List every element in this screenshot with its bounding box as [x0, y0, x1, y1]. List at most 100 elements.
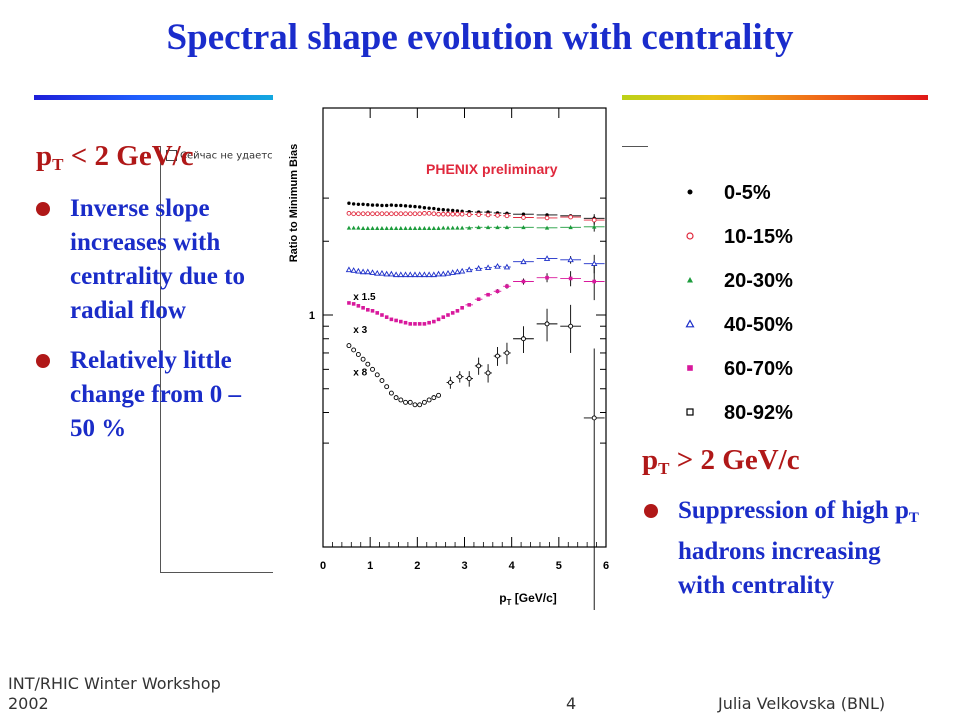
legend-label: 40-50%: [724, 314, 793, 336]
data-point: [436, 207, 441, 212]
data-point: [378, 269, 386, 276]
data-point: [370, 366, 375, 372]
right-bullet-sub: T: [908, 510, 919, 526]
data-point: [450, 311, 455, 315]
data-point: [380, 203, 384, 208]
data-point: [370, 226, 375, 231]
legend-label: 80-92%: [724, 402, 793, 420]
data-point: [370, 203, 375, 207]
data-point: [495, 225, 500, 230]
data-point: [446, 313, 450, 317]
data-point: [446, 208, 450, 212]
x-tick-label: 6: [603, 560, 609, 572]
figure-frame-bottom: [160, 572, 273, 573]
chart-background: [273, 94, 622, 610]
data-point: [384, 211, 390, 217]
data-point: [447, 380, 453, 386]
data-point: [431, 211, 437, 217]
left-heading-sub: T: [52, 155, 64, 174]
series-scale-label: x 3: [353, 325, 367, 336]
data-point: [544, 225, 550, 230]
data-point: [374, 372, 380, 378]
data-point: [568, 225, 573, 230]
data-point: [455, 309, 460, 313]
data-point: [397, 271, 404, 278]
data-point: [388, 270, 395, 277]
data-point: [426, 226, 432, 231]
y-axis-label: Ratio to Minimum Bias: [288, 144, 300, 263]
data-point: [444, 269, 452, 276]
data-point: [398, 226, 404, 231]
data-point: [521, 279, 526, 284]
data-point: [592, 224, 597, 229]
data-point: [379, 211, 385, 217]
broken-image-icon: [166, 150, 177, 161]
data-point: [403, 211, 408, 217]
data-point: [413, 322, 417, 326]
data-point: [421, 399, 427, 405]
right-heading-p: p: [642, 444, 659, 476]
data-point: [432, 319, 436, 324]
data-point: [361, 306, 365, 310]
slide-title: Spectral shape evolution with centrality: [166, 17, 794, 58]
legend-marker: [686, 408, 694, 416]
data-point: [394, 203, 398, 208]
data-point: [504, 350, 510, 356]
data-point: [384, 226, 389, 231]
data-point: [568, 276, 573, 281]
data-point: [351, 211, 357, 217]
data-point: [399, 319, 403, 324]
data-point: [455, 211, 460, 217]
legend-marker: [685, 319, 695, 328]
data-point: [591, 260, 598, 267]
data-point: [388, 390, 394, 396]
data-point: [427, 320, 431, 325]
legend-label: 20-30%: [724, 270, 793, 292]
data-point: [384, 315, 389, 319]
data-point: [359, 268, 367, 275]
data-point: [375, 203, 379, 207]
data-point: [591, 217, 597, 223]
data-point: [436, 211, 441, 217]
data-point: [379, 378, 385, 384]
data-point: [383, 270, 390, 277]
data-point: [520, 258, 527, 265]
legend-marker: [687, 189, 693, 195]
x-axis-label: pT [GeV/c]: [499, 591, 557, 607]
figure-frame-left: [160, 146, 161, 572]
data-point: [431, 226, 437, 231]
figure-frame-top-right: [622, 146, 648, 147]
data-point: [389, 203, 394, 207]
data-point: [393, 226, 399, 231]
data-point: [445, 211, 451, 217]
data-point: [476, 212, 481, 217]
data-point: [399, 203, 403, 208]
data-point: [466, 266, 473, 273]
data-point: [504, 213, 510, 219]
legend-label: 60-70%: [724, 358, 793, 380]
data-point: [361, 202, 365, 207]
data-point: [476, 225, 481, 230]
data-point: [494, 263, 501, 269]
data-point: [417, 226, 422, 231]
left-bullet-1: Inverse slope increases with centrality …: [34, 192, 270, 328]
bullet-dot-icon: [36, 202, 50, 216]
data-point: [495, 213, 500, 218]
data-point: [374, 269, 381, 276]
data-point: [375, 226, 380, 231]
data-point: [592, 279, 597, 284]
x-tick-label: 4: [509, 560, 516, 572]
footer-author: Julia Velkovska (BNL): [718, 694, 886, 713]
data-point: [455, 225, 460, 230]
chart-legend: 0-5% 10-15% 20-30% 40-50% 60-70% 80-92%: [685, 182, 793, 420]
data-point: [407, 211, 413, 217]
data-point: [476, 363, 482, 369]
data-point: [485, 212, 491, 218]
data-point: [454, 268, 461, 275]
right-bullet-part1: Suppression of high p: [678, 497, 909, 524]
data-point: [392, 271, 400, 278]
data-point: [366, 202, 370, 207]
right-bullet-1: Suppression of high pT hadrons increasin…: [642, 494, 922, 603]
data-point: [436, 392, 442, 398]
data-point: [544, 215, 550, 221]
